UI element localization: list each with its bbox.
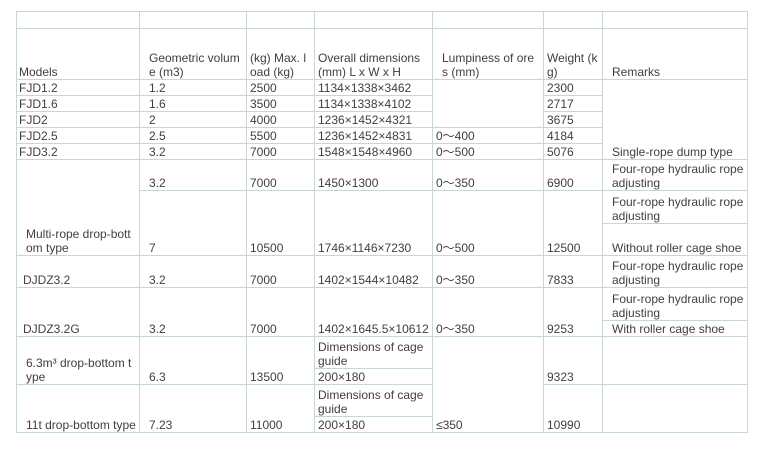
load-cell: 7000 [246, 159, 315, 191]
weight-cell: 9323 [543, 336, 603, 385]
remarks-cell: Four-rope hydraulic rope adjusting [602, 255, 748, 288]
volume-cell: 7.23 [139, 384, 247, 433]
remarks-cell: Four-rope hydraulic rope adjusting [602, 159, 748, 191]
remarks-cell: Without roller cage shoe [602, 223, 748, 256]
load-cell: 10500 [246, 190, 315, 256]
model-cell: FJD2.5 [16, 127, 140, 144]
header-load: (kg) Max. load (kg) [246, 28, 315, 80]
dimensions-label-cell: Dimensions of cage guide [314, 384, 433, 417]
model-cell: FJD3.2 [16, 143, 140, 160]
load-cell: 4000 [246, 111, 315, 128]
load-cell: 13500 [246, 336, 315, 385]
load-cell: 11000 [246, 384, 315, 433]
model-cell: FJD1.2 [16, 79, 140, 96]
dimensions-cell: 1236×1452×4831 [314, 127, 433, 144]
header-weight: Weight (kg) [543, 28, 603, 80]
remarks-cell: Single-rope dump type [602, 79, 748, 160]
blank-row [16, 11, 748, 29]
model-cell: Multi-rope drop-bottom type [16, 159, 140, 256]
table-row: With roller cage shoe [17, 320, 748, 337]
lumpiness-cell: ≤350 [432, 336, 544, 433]
lumpiness-cell [432, 79, 544, 128]
lumpiness-cell: 0～350 [432, 255, 544, 288]
model-cell: 6.3m³ drop-bottom type [16, 336, 140, 385]
load-cell: 7000 [246, 287, 315, 337]
dimensions-cell: 1746×1146×7230 [314, 190, 433, 256]
load-cell: 7000 [246, 143, 315, 160]
weight-cell: 12500 [543, 190, 603, 256]
dimensions-cell: 1548×1548×4960 [314, 143, 433, 160]
load-cell: 2500 [246, 79, 315, 96]
weight-cell: 9253 [543, 287, 603, 337]
table-row: FJD1.2 1.2 2500 1134×1338×3462 2300 Sing… [16, 79, 748, 160]
table-row: 200×180 [17, 416, 748, 433]
volume-cell: 7 [139, 190, 247, 256]
table-row: DJDZ3.2G 3.2 7000 1402×1645.5×10612 0～35… [16, 287, 748, 337]
weight-cell: 7833 [543, 255, 603, 288]
remarks-cell: Four-rope hydraulic rope adjusting [602, 287, 748, 321]
dimensions-cell: 200×180 [314, 368, 433, 385]
lumpiness-cell: 0～350 [432, 159, 544, 191]
specification-table: Models Geometric volume (m3) (kg) Max. l… [16, 11, 748, 433]
volume-cell: 2.5 [139, 127, 247, 144]
model-cell: DJDZ3.2G [16, 287, 140, 337]
lumpiness-cell: 0～350 [432, 287, 544, 337]
model-cell: FJD2 [16, 111, 140, 128]
volume-cell: 1.2 [139, 79, 247, 96]
dimensions-cell: 200×180 [314, 416, 433, 433]
dimensions-cell: 1402×1544×10482 [314, 255, 433, 288]
load-cell: 3500 [246, 95, 315, 112]
weight-cell: 3675 [543, 111, 603, 128]
volume-cell: 2 [139, 111, 247, 128]
table-row: 6.3m³ drop-bottom type 6.3 13500 Dimensi… [16, 336, 748, 433]
table-row: 7 10500 1746×1146×7230 0～500 12500 Four-… [17, 190, 748, 256]
volume-cell: 3.2 [139, 159, 247, 191]
table-row: 11t drop-bottom type 7.23 11000 Dimensio… [16, 384, 748, 433]
header-volume: Geometric volume (m3) [139, 28, 247, 80]
weight-cell: 2717 [543, 95, 603, 112]
volume-cell: 3.2 [139, 255, 247, 288]
dimensions-cell: 1134×1338×4102 [314, 95, 433, 112]
weight-cell: 6900 [543, 159, 603, 191]
weight-cell: 2300 [543, 79, 603, 96]
dimensions-cell: 1450×1300 [314, 159, 433, 191]
lumpiness-cell: 0～500 [432, 143, 544, 160]
header-row: Models Geometric volume (m3) (kg) Max. l… [16, 28, 748, 80]
model-cell: DJDZ3.2 [16, 255, 140, 288]
volume-cell: 3.2 [139, 287, 247, 337]
table-row: 200×180 [17, 368, 748, 385]
dimensions-cell: 1134×1338×3462 [314, 79, 433, 96]
model-cell: 11t drop-bottom type [16, 384, 140, 433]
load-cell: 5500 [246, 127, 315, 144]
header-models: Models [16, 28, 140, 80]
lumpiness-cell: 0～500 [432, 190, 544, 256]
weight-cell: 10990 [543, 384, 603, 433]
header-dimensions: Overall dimensions (mm) L x W x H [314, 28, 433, 80]
table-row: FJD1.6 1.6 3500 1134×1338×4102 2717 [16, 95, 748, 112]
remarks-cell [602, 384, 748, 433]
remarks-cell: With roller cage shoe [602, 320, 748, 337]
table-row: Multi-rope drop-bottom type 3.2 7000 145… [16, 159, 748, 256]
table-row: DJDZ3.2 3.2 7000 1402×1544×10482 0～350 7… [16, 255, 748, 288]
dimensions-cell: 1402×1645.5×10612 [314, 287, 433, 337]
volume-cell: 1.6 [139, 95, 247, 112]
remarks-cell [602, 336, 748, 385]
header-lumpiness: Lumpiness of ores (mm) [432, 28, 544, 80]
remarks-cell: Four-rope hydraulic rope adjusting [602, 190, 748, 224]
weight-cell: 4184 [543, 127, 603, 144]
volume-cell: 6.3 [139, 336, 247, 385]
volume-cell: 3.2 [139, 143, 247, 160]
dimensions-label-cell: Dimensions of cage guide [314, 336, 433, 369]
dimensions-cell: 1236×1452×4321 [314, 111, 433, 128]
lumpiness-cell: 0～400 [432, 127, 544, 144]
model-cell: FJD1.6 [16, 95, 140, 112]
header-remarks: Remarks [602, 28, 748, 80]
load-cell: 7000 [246, 255, 315, 288]
weight-cell: 5076 [543, 143, 603, 160]
